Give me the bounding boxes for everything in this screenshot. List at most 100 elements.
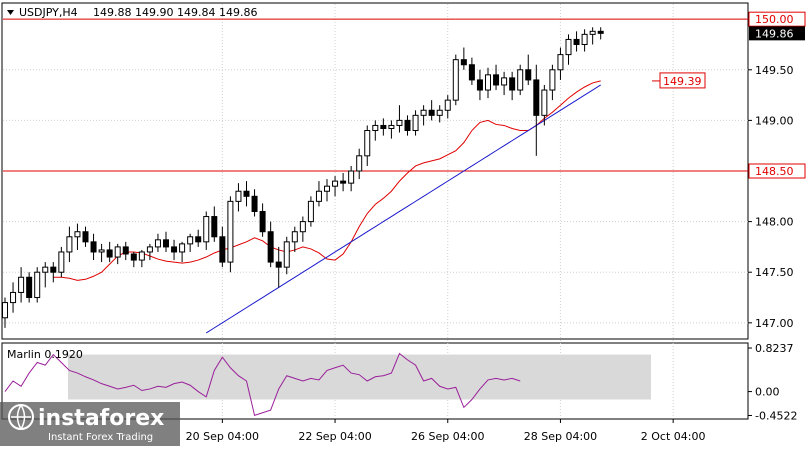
- candle-body: [34, 271, 41, 299]
- candle-body: [581, 33, 588, 45]
- candle-body: [10, 291, 17, 304]
- watermark-tagline: Instant Forex Trading: [48, 432, 153, 443]
- candle-body: [364, 130, 371, 157]
- candle-body: [267, 231, 274, 263]
- candle-body: [227, 200, 234, 263]
- candle-body: [42, 266, 49, 273]
- candle-body: [235, 190, 242, 202]
- candle-body: [412, 114, 419, 132]
- candle-body: [573, 38, 580, 45]
- time-tick-label: 22 Sep 04:00: [298, 430, 371, 443]
- level-lines-layer: [3, 18, 748, 172]
- candle-body: [565, 38, 572, 56]
- oscillator-tick-label: 0.00: [755, 386, 780, 399]
- candle-body: [66, 236, 73, 253]
- candle-body: [589, 30, 596, 35]
- candle-body: [509, 77, 516, 91]
- candle-body: [493, 74, 500, 86]
- candle-body: [340, 180, 347, 184]
- candle-body: [315, 190, 322, 202]
- watermark-brand: instaforex: [38, 406, 164, 431]
- candle-body: [18, 276, 25, 293]
- candle-body: [243, 190, 250, 197]
- candle-body: [420, 109, 427, 116]
- oscillator-title: Marlin 0.1920: [7, 348, 83, 361]
- time-tick-label: 26 Sep 04:00: [411, 430, 484, 443]
- time-tick-label: 2 Oct 04:00: [641, 430, 706, 443]
- instaforex-logo: instaforex Instant Forex Trading: [0, 402, 180, 446]
- current-price-tag: [749, 26, 805, 41]
- candle-body: [171, 246, 178, 253]
- level-label: 148.50: [755, 165, 794, 178]
- candle-body: [163, 239, 169, 248]
- candle-body: [275, 261, 282, 268]
- candle-body: [307, 200, 314, 223]
- candle-body: [74, 231, 81, 238]
- candle-body: [154, 239, 161, 248]
- candle-body: [179, 243, 186, 253]
- candle-body: [291, 231, 298, 243]
- level-label-box: [748, 11, 806, 27]
- candle-body: [98, 249, 105, 253]
- candle-body: [50, 266, 57, 273]
- ohlc-values: 149.88 149.90 149.84 149.86: [93, 6, 257, 19]
- level-label-box: [748, 163, 806, 179]
- candle-body: [460, 59, 467, 66]
- ma-value-box: [659, 72, 706, 89]
- candle-body: [372, 124, 379, 132]
- chart-header: USDJPY,H4 149.88 149.90 149.84 149.86: [7, 6, 257, 19]
- candle-body: [485, 74, 491, 91]
- globe-meridian-icon: [11, 404, 31, 430]
- triangle-down-icon: [7, 10, 14, 15]
- axis-labels-layer: 147.00 147.50 148.00 148.50 149.00 149.50 150.…: [186, 11, 806, 443]
- candle-body: [187, 236, 194, 245]
- candle-body: [557, 54, 564, 71]
- candle-body: [203, 216, 210, 243]
- oscillator-panel-frame: [1, 342, 749, 420]
- oscillator-band: [68, 354, 651, 400]
- ma-value-label: 149.39: [663, 75, 702, 88]
- candle-body: [251, 195, 258, 212]
- candle-body: [348, 170, 355, 184]
- current-price-label: 149.86: [755, 27, 794, 40]
- price-tick-label: 147.00: [755, 317, 794, 330]
- oscillator-layer: [4, 352, 521, 417]
- oscillator-tick-label: -0.4522: [755, 409, 797, 422]
- candle-body: [332, 180, 339, 187]
- candle-body: [388, 124, 395, 129]
- candle-body: [356, 155, 363, 172]
- candle-body: [106, 249, 113, 258]
- level-label: 150.00: [755, 13, 794, 26]
- candle-body: [2, 302, 8, 319]
- candle-body: [219, 236, 226, 263]
- oscillator-line: [4, 352, 521, 417]
- candle-body: [517, 69, 524, 91]
- candle-body: [324, 185, 330, 192]
- candle-body: [444, 99, 451, 111]
- candle-body: [90, 241, 97, 253]
- candle-body: [259, 210, 266, 233]
- candle-body: [597, 30, 604, 34]
- price-tick-label: 149.00: [755, 114, 794, 127]
- candle-body: [428, 109, 435, 116]
- price-tick-label: 148.00: [755, 216, 794, 229]
- candle-body: [122, 246, 129, 255]
- candles-layer: [2, 27, 604, 328]
- candle-body: [452, 59, 459, 101]
- candle-body: [525, 69, 532, 81]
- candle-body: [195, 236, 202, 243]
- candle-body: [380, 124, 387, 129]
- candle-body: [26, 276, 33, 299]
- price-tick-label: 147.50: [755, 266, 794, 279]
- candle-body: [533, 79, 540, 116]
- moving-average-blue: [205, 84, 601, 334]
- time-tick-label: 20 Sep 04:00: [186, 430, 259, 443]
- candle-body: [476, 79, 483, 91]
- oscillator-tick-label: 0.8237: [755, 342, 794, 355]
- candle-body: [501, 77, 508, 86]
- price-tick-label: 149.50: [755, 64, 794, 77]
- candle-body: [82, 231, 89, 243]
- time-tick-label: 28 Sep 04:00: [524, 430, 597, 443]
